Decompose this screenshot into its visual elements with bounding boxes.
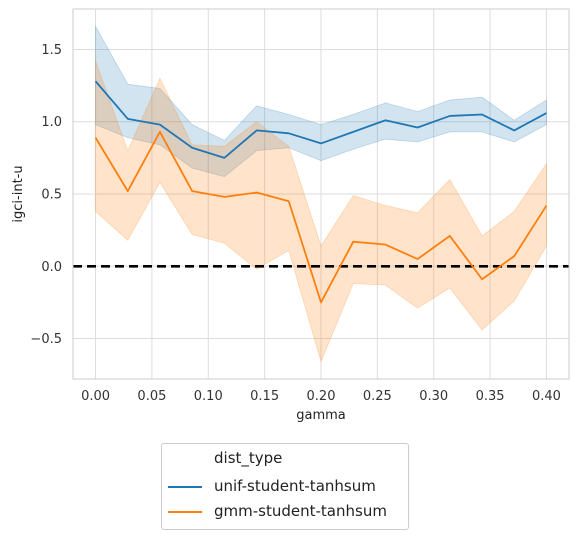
x-tick-labels: 0.00 0.05 0.10 0.15 0.20 0.25 0.30 0.35 0.40 <box>81 389 561 404</box>
legend-label-gmm: gmm-student-tanhsum <box>214 502 387 520</box>
ci-band-unif <box>95 24 547 178</box>
y-axis-label: igci-int-u <box>11 165 26 222</box>
y-tick-label: 0.0 <box>41 260 62 275</box>
axes <box>72 8 570 380</box>
x-tick-label: 0.20 <box>307 389 336 404</box>
grid <box>73 9 569 379</box>
x-tick-label: 0.05 <box>137 389 166 404</box>
legend-item-unif: unif-student-tanhsum <box>162 476 408 498</box>
y-tick-label: −0.5 <box>30 332 62 347</box>
x-tick-label: 0.25 <box>363 389 392 404</box>
legend-label-unif: unif-student-tanhsum <box>214 477 376 495</box>
legend-title: dist_type <box>214 449 283 467</box>
y-tick-label: 0.5 <box>41 188 62 203</box>
legend-swatch-gmm <box>168 511 202 513</box>
series-lines <box>94 80 548 304</box>
legend-item-gmm: gmm-student-tanhsum <box>162 501 408 523</box>
x-axis-label: gamma <box>296 408 346 423</box>
x-tick-label: 0.30 <box>419 389 448 404</box>
x-tick-label: 0.10 <box>194 389 223 404</box>
ci-band-gmm <box>95 60 547 363</box>
plot-frame <box>72 8 570 380</box>
x-tick-label: 0.35 <box>476 389 505 404</box>
legend: dist_type unif-student-tanhsum gmm-stude… <box>161 443 409 530</box>
y-tick-label: 1.0 <box>41 115 62 130</box>
confidence-bands <box>95 24 547 363</box>
x-tick-label: 0.40 <box>532 389 561 404</box>
x-tick-label: 0.15 <box>250 389 279 404</box>
legend-swatch-unif <box>168 486 202 488</box>
y-tick-labels: −0.5 0.0 0.5 1.0 1.5 <box>30 43 62 347</box>
x-tick-label: 0.00 <box>81 389 110 404</box>
y-tick-label: 1.5 <box>41 43 62 58</box>
